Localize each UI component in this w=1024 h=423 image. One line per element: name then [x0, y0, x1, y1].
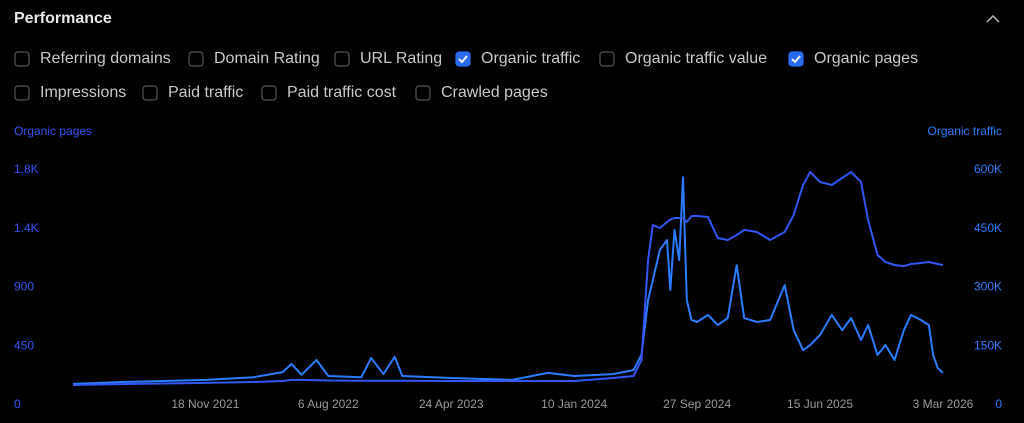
y2-axis-title: Organic traffic: [928, 124, 1002, 138]
checkbox[interactable]: [334, 51, 350, 67]
collapse-chevron[interactable]: [986, 14, 1000, 23]
y-tick-label: 900: [14, 280, 34, 294]
checkbox[interactable]: [415, 85, 431, 101]
checkbox[interactable]: [188, 51, 204, 67]
checkbox[interactable]: [788, 51, 804, 67]
x-tick-label: 6 Aug 2022: [298, 397, 359, 411]
y2-tick-label: 150K: [974, 338, 1002, 352]
series-line: [72, 176, 944, 385]
filter-label[interactable]: Paid traffic cost: [287, 84, 397, 101]
filter-label[interactable]: Organic pages: [814, 50, 918, 67]
x-tick-label: 15 Jun 2025: [787, 397, 853, 411]
checkbox[interactable]: [14, 51, 30, 67]
checkbox[interactable]: [599, 51, 615, 67]
y-tick-label: 450: [14, 338, 34, 352]
panel-title: Performance: [14, 10, 112, 27]
x-tick-label: 27 Sep 2024: [663, 397, 731, 411]
filter-label[interactable]: URL Rating: [360, 50, 442, 67]
y2-tick-label: 450K: [974, 221, 1002, 235]
series-line: [72, 171, 944, 386]
filter-label[interactable]: Referring domains: [40, 50, 171, 67]
filter-label[interactable]: Organic traffic value: [625, 50, 767, 67]
filter-label[interactable]: Organic traffic: [481, 50, 580, 67]
x-tick-label: 10 Jan 2024: [541, 397, 607, 411]
x-tick-label: 3 Mar 2026: [913, 397, 974, 411]
y2-tick-label: 600K: [974, 162, 1002, 176]
y2-tick-label: 0: [995, 397, 1002, 411]
checkbox[interactable]: [261, 85, 277, 101]
y-tick-label: 0: [14, 397, 21, 411]
y-tick-label: 1.8K: [14, 162, 39, 176]
y-axis-title: Organic pages: [14, 124, 92, 138]
checkbox[interactable]: [142, 85, 158, 101]
x-tick-label: 24 Apr 2023: [419, 397, 484, 411]
y-tick-label: 1.4K: [14, 221, 39, 235]
x-tick-label: 18 Nov 2021: [171, 397, 239, 411]
filter-label[interactable]: Domain Rating: [214, 50, 320, 67]
checkbox[interactable]: [455, 51, 471, 67]
checkmark[interactable]: [458, 55, 468, 64]
filter-label[interactable]: Paid traffic: [168, 84, 243, 101]
checkmark[interactable]: [791, 55, 801, 64]
filter-label[interactable]: Crawled pages: [441, 84, 548, 101]
filter-label[interactable]: Impressions: [40, 84, 126, 101]
y2-tick-label: 300K: [974, 280, 1002, 294]
checkbox[interactable]: [14, 85, 30, 101]
